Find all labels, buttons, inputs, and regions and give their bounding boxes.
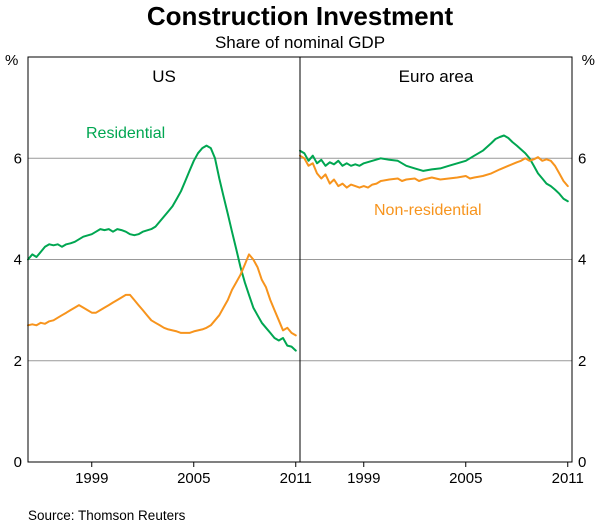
series-label-residential: Residential [86,125,166,142]
x-tick-label: 2005 [449,470,482,487]
series-label-non-residential: Non-residential [374,202,482,219]
source-note: Source: Thomson Reuters [28,508,186,523]
y-tick-label: 0 [14,454,22,471]
series-line-residential [299,134,569,203]
y-axis-unit-right: % [581,52,595,69]
y-tick-label: 4 [14,252,22,269]
chart-title: Construction Investment [146,1,454,31]
y-tick-label: 0 [578,454,586,471]
x-tick-label: 1999 [347,470,380,487]
y-tick-label: 2 [14,353,22,370]
x-tick-label: 2005 [177,470,210,487]
series-line-residential [27,144,297,352]
x-tick-label: 1999 [75,470,108,487]
y-tick-label: 6 [578,150,586,167]
y-tick-label: 2 [578,353,586,370]
y-axis-unit-left: % [5,52,19,69]
y-tick-label: 6 [14,150,22,167]
x-tick-label: 2011 [552,470,584,487]
y-tick-label: 4 [578,252,586,269]
panel-title-us: US [152,67,176,86]
series-line-non-residential [27,253,297,337]
panel-title-euro-area: Euro area [398,67,474,86]
series-line-non-residential [299,154,569,189]
chart-subtitle: Share of nominal GDP [214,33,386,52]
x-tick-label: 2011 [280,470,312,487]
